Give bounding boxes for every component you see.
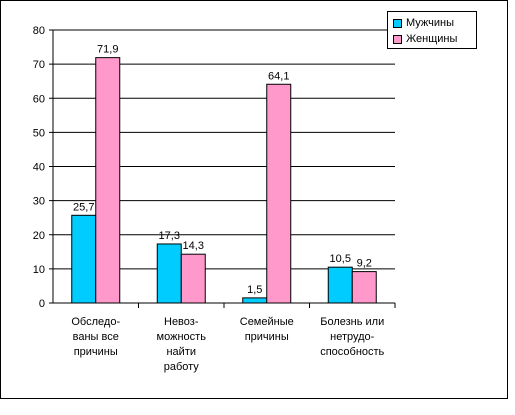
y-tick-label: 40 <box>33 162 45 174</box>
x-tick-label: Болезнь или <box>320 316 384 328</box>
x-tick-label: способность <box>320 346 384 358</box>
y-tick-label: 80 <box>33 25 45 37</box>
bar <box>180 253 206 304</box>
x-tick-label: нетрудо- <box>330 331 375 343</box>
legend-swatch-men <box>393 18 402 28</box>
bar-chart: 0 10 20 30 40 50 60 70 80 25,7 71,9 Обследо-ваны вс… <box>33 25 396 373</box>
legend-swatch-women <box>393 34 402 44</box>
x-tick-label: можность <box>157 331 207 343</box>
chart-frame: 0 10 20 30 40 50 60 70 80 25,7 71,9 Обследо-ваны вс… <box>0 0 508 399</box>
x-tick-label: причины <box>74 346 118 358</box>
y-tick-label: 30 <box>33 196 45 208</box>
legend-label-men: Мужчины <box>406 17 455 29</box>
legend-item-women: Женщины <box>388 31 476 47</box>
legend-label-women: Женщины <box>406 33 458 45</box>
legend-item-men: Мужчины <box>388 15 476 31</box>
y-tick-label: 20 <box>33 230 45 242</box>
bar <box>95 57 121 304</box>
data-label: 64,1 <box>268 70 289 82</box>
x-tick-label: причины <box>245 331 289 343</box>
bar <box>351 271 377 304</box>
y-tick-label: 10 <box>33 264 45 276</box>
x-tick-label: Обследо- <box>71 316 120 328</box>
bar <box>327 266 353 304</box>
y-tick-label: 60 <box>33 93 45 105</box>
data-label: 71,9 <box>97 44 118 56</box>
x-tick-label: Семейные <box>240 316 294 328</box>
data-label: 25,7 <box>73 201 94 213</box>
data-label: 9,2 <box>357 258 372 270</box>
x-tick-label: Невоз- <box>164 316 199 328</box>
bar <box>71 214 97 304</box>
bar <box>242 297 268 304</box>
x-tick-label: работу <box>164 361 200 373</box>
data-label: 1,5 <box>247 284 262 296</box>
y-tick-label: 50 <box>33 127 45 139</box>
legend: Мужчины Женщины <box>387 11 477 49</box>
y-tick-label: 0 <box>39 298 45 310</box>
y-tick-label: 70 <box>33 59 45 71</box>
data-label: 17,3 <box>159 230 180 242</box>
bar <box>156 243 182 304</box>
data-label: 14,3 <box>183 240 204 252</box>
bar <box>266 83 292 304</box>
data-label: 10,5 <box>330 253 351 265</box>
x-tick-label: ваны все <box>73 331 119 343</box>
x-tick-label: найти <box>166 346 196 358</box>
